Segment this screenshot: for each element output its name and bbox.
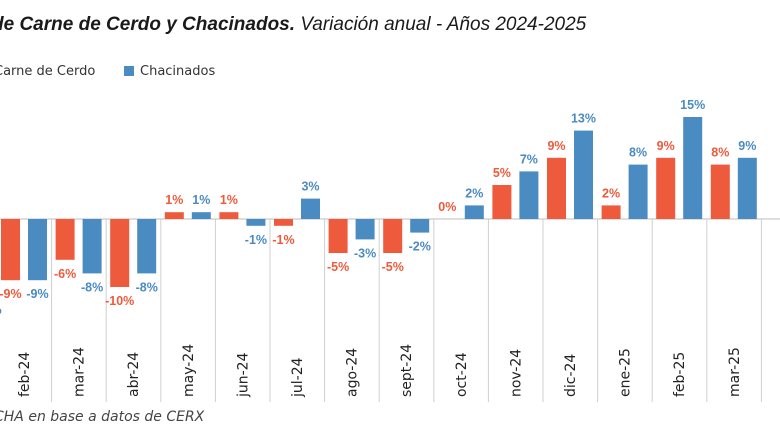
x-tick-label: abr-24: [126, 352, 142, 397]
data-label-chacinados: 9%: [738, 139, 756, 153]
x-tick-label: sept-24: [399, 344, 415, 397]
x-tick-label: jul-24: [290, 357, 306, 398]
data-label-carne: 1%: [220, 193, 238, 207]
legend-chacinados-label: Chacinados: [140, 64, 216, 79]
bar-carne: [328, 219, 348, 253]
data-label-chacinados: -8%: [136, 280, 158, 294]
data-label-carne: 0%: [438, 200, 456, 214]
bar-chacinados: [628, 164, 648, 219]
data-label-chacinados: 15%: [680, 98, 705, 112]
bar-chacinados: [301, 198, 320, 219]
chart-title: de Carne de Cerdo y Chacinados. Variació…: [0, 14, 586, 36]
bar-chacinados: [464, 205, 484, 219]
data-label-carne: -6%: [54, 267, 76, 281]
data-label-carne: 8%: [711, 146, 729, 160]
bar-carne: [383, 219, 403, 253]
data-label-chacinados: 13%: [571, 112, 596, 126]
bar-chacinados: [410, 219, 430, 233]
bar-chacinados: [246, 219, 266, 226]
x-tick-label: oct-24: [454, 352, 470, 397]
data-label-carne: 9%: [547, 139, 565, 153]
data-label-chacinados: -2%: [409, 240, 431, 254]
bar-carne: [219, 212, 239, 219]
x-tick-label: ago-24: [345, 348, 361, 397]
bar-chacinados: [574, 130, 593, 219]
x-tick-label: may-24: [181, 344, 197, 397]
x-tick-label: jun-24: [235, 352, 251, 398]
x-tick-label: nov-24: [508, 349, 524, 397]
x-tick-label: ene-25: [618, 348, 634, 397]
data-label-carne: 2%: [602, 186, 620, 200]
bar-carne: [55, 219, 75, 260]
x-tick-label: dic-24: [563, 354, 579, 397]
x-tick-label: feb-25: [672, 352, 688, 397]
bar-carne: [164, 212, 184, 219]
legend-chacinados-swatch: [124, 66, 134, 76]
legend-chacinados: Chacinados: [124, 64, 215, 79]
bar-carne: [492, 185, 512, 219]
data-label-chacinados: 7%: [520, 152, 538, 166]
data-label-carne: 1%: [165, 193, 183, 207]
data-label-carne: -1%: [272, 233, 294, 247]
data-label-partial: %: [0, 303, 2, 317]
bar-chacinados: [355, 219, 375, 240]
bar-carne: [274, 219, 293, 226]
legend-carne: Carne de Cerdo: [0, 64, 95, 79]
x-tick-label: mar-25: [727, 347, 743, 397]
data-label-carne: -5%: [327, 260, 349, 274]
bar-carne: [110, 219, 130, 287]
bar-chacinados: [519, 171, 539, 219]
bar-carne: [710, 164, 730, 219]
data-label-carne: -10%: [105, 294, 134, 308]
data-label-chacinados: 8%: [629, 146, 647, 160]
bar-chacinados: [137, 219, 157, 274]
source-note: CHA en base a datos de CERX: [0, 409, 205, 425]
bar-carne: [601, 205, 621, 219]
bar-carne: [1, 219, 20, 281]
data-label-chacinados: 2%: [465, 186, 483, 200]
bar-carne: [656, 157, 676, 219]
bar-chacinados: [683, 117, 703, 219]
bar-chacinados: [28, 219, 47, 281]
x-tick-label: mar-24: [72, 347, 88, 397]
data-label-carne: -9%: [0, 287, 22, 301]
data-label-chacinados: 3%: [301, 180, 319, 194]
bar-chacinados: [82, 219, 102, 274]
data-label-chacinados: 1%: [192, 193, 210, 207]
title-sub: Variación anual - Años 2024-2025: [300, 14, 587, 35]
title-main: de Carne de Cerdo y Chacinados.: [0, 14, 296, 35]
data-label-carne: -5%: [382, 260, 404, 274]
legend-carne-label: Carne de Cerdo: [0, 64, 96, 79]
bar-chacinados: [191, 212, 211, 219]
x-tick-label: feb-24: [17, 352, 33, 397]
bar-carne: [547, 157, 566, 219]
data-label-carne: 5%: [493, 166, 511, 180]
data-label-chacinados: -8%: [81, 280, 103, 294]
data-label-carne: 9%: [657, 139, 675, 153]
data-label-chacinados: -9%: [26, 287, 48, 301]
bar-chacinados: [737, 157, 757, 219]
data-label-chacinados: -3%: [354, 246, 376, 260]
data-label-chacinados: -1%: [245, 233, 267, 247]
